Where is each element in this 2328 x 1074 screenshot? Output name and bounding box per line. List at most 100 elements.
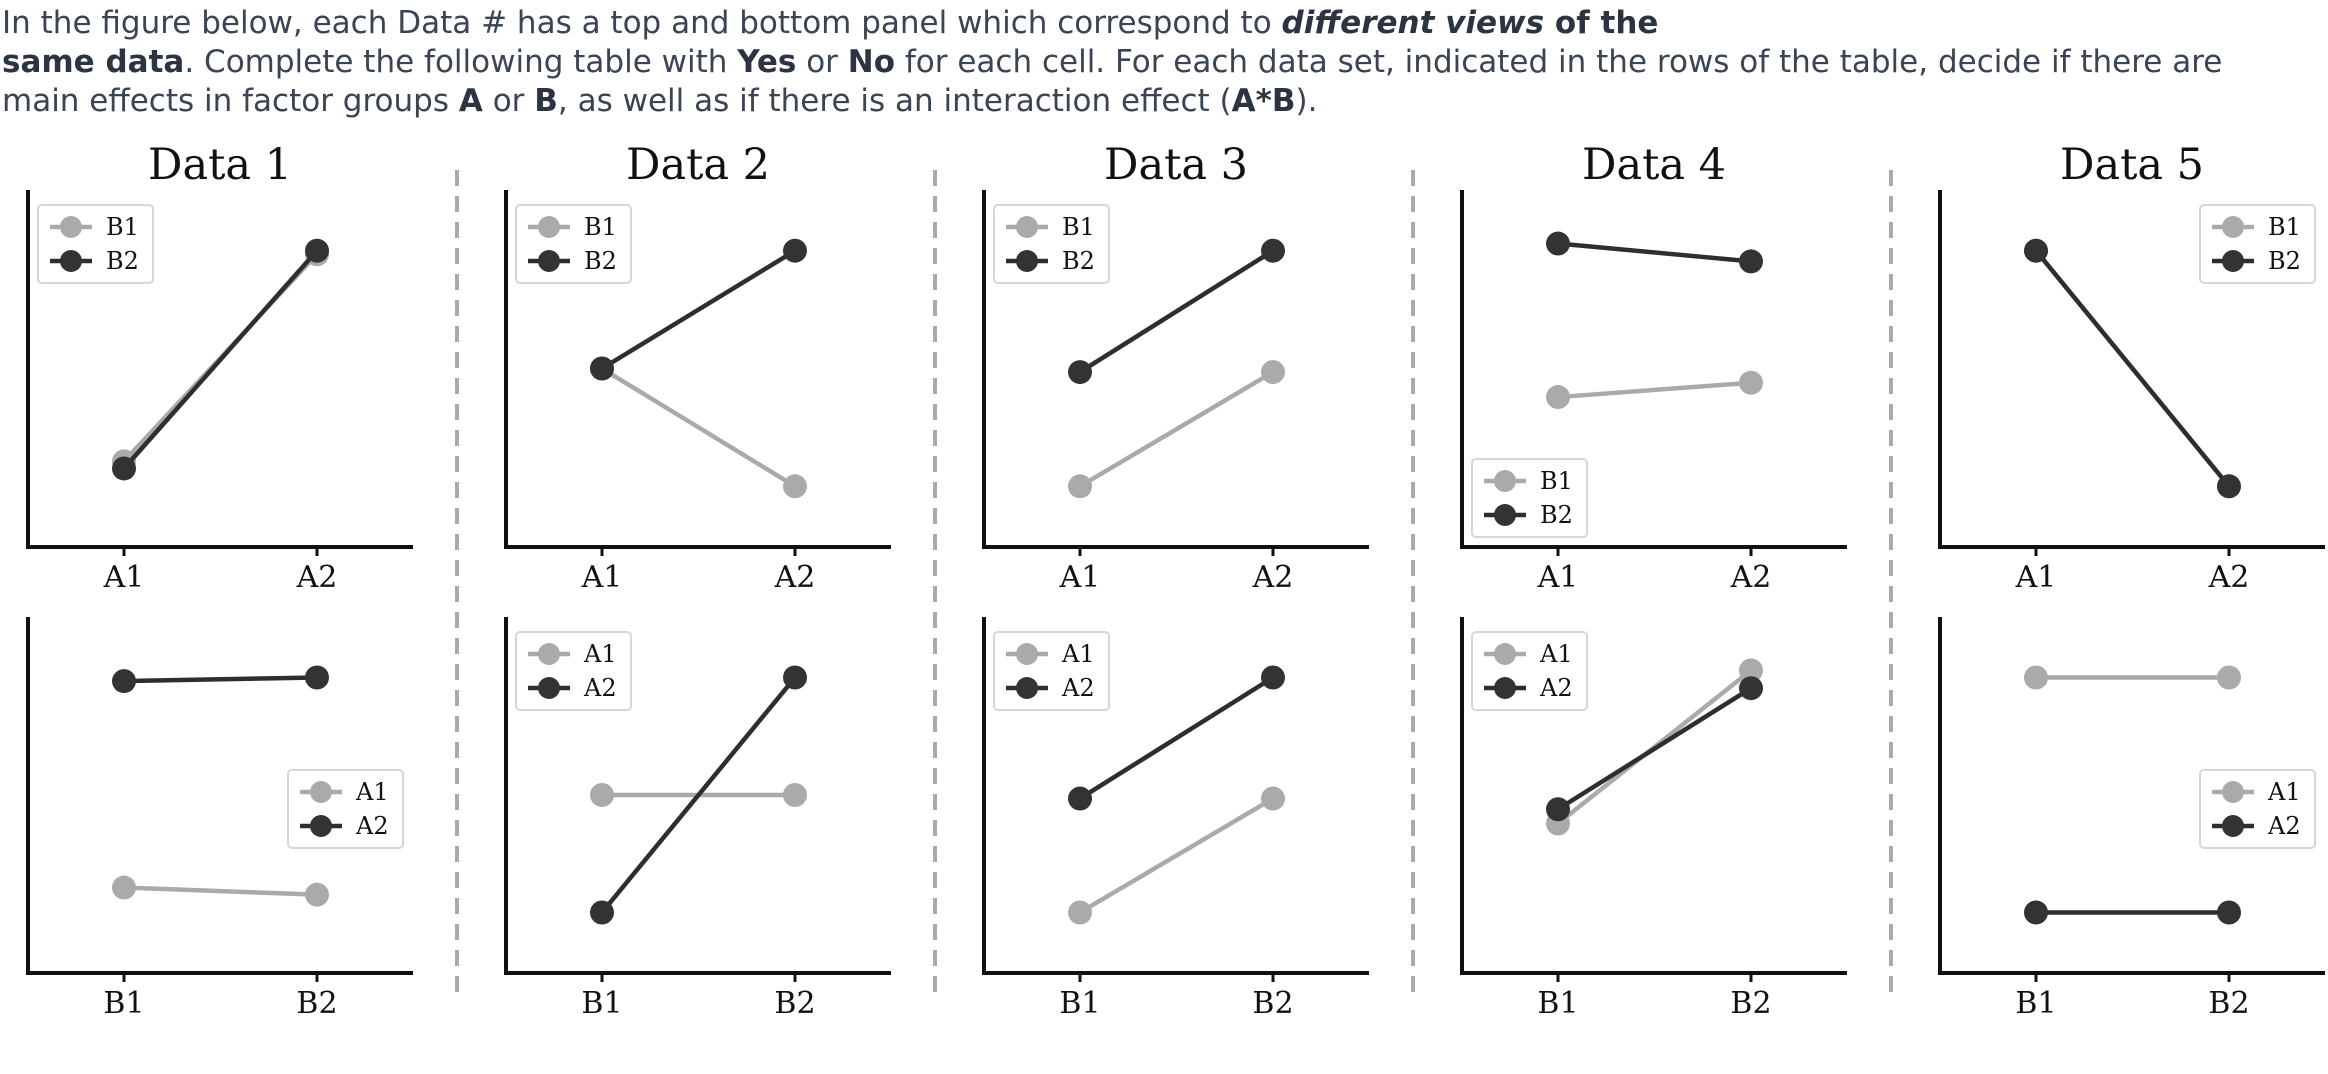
- x-tick-label: B1: [103, 986, 144, 1021]
- instructions-emphasis: of the: [1544, 5, 1659, 41]
- instructions-emphasis: A: [458, 83, 483, 119]
- legend-marker: [1016, 643, 1038, 665]
- series-line: [599, 675, 798, 915]
- legend-marker: [538, 216, 560, 238]
- instructions-emphasis: Yes: [737, 44, 797, 80]
- series-b2: [2024, 238, 2241, 499]
- legend-marker: [1494, 470, 1516, 492]
- x-tick-label: A2: [1730, 560, 1772, 595]
- axis-lines: [26, 190, 413, 549]
- legend-label: A1: [355, 778, 389, 806]
- data-point: [2024, 900, 2048, 925]
- data-point: [112, 875, 136, 900]
- chart-title: Data 3: [1104, 140, 1248, 190]
- x-tick-label: B1: [1059, 986, 1100, 1021]
- series-b1: [590, 356, 807, 499]
- x-tick-label: B1: [2015, 986, 2056, 1021]
- data-point: [2217, 900, 2241, 925]
- series-a1: [2024, 665, 2241, 690]
- legend-marker: [1016, 250, 1038, 272]
- axis-lines: [504, 617, 891, 975]
- instructions-emphasis: No: [847, 44, 896, 80]
- x-tick-label: B2: [774, 986, 815, 1021]
- x-tick-label: A2: [1252, 560, 1294, 595]
- axis-lines: [982, 617, 1369, 975]
- x-tick-label: A1: [1059, 560, 1101, 595]
- legend-marker: [1494, 677, 1516, 699]
- data-point: [305, 882, 329, 907]
- series-a1: [1068, 786, 1285, 925]
- x-tick-label: A2: [296, 560, 338, 595]
- data-point: [783, 665, 807, 690]
- data-point: [1739, 370, 1763, 395]
- data-point: [590, 900, 614, 925]
- series-line: [121, 675, 320, 684]
- series-line: [599, 366, 798, 489]
- legend-marker: [1016, 677, 1038, 699]
- series-b1: [1068, 360, 1285, 499]
- legend-label: A1: [583, 640, 617, 668]
- data-point: [1068, 474, 1092, 499]
- legend-marker: [538, 677, 560, 699]
- legend-label: A1: [2267, 778, 2301, 806]
- instructions-text: In the figure below, each Data # has a t…: [2, 4, 2302, 121]
- x-tick-label: B1: [1537, 986, 1578, 1021]
- data-point: [783, 238, 807, 263]
- chart-title: Data 2: [626, 140, 770, 190]
- series-b2: [112, 238, 329, 481]
- data-point: [2024, 238, 2048, 263]
- legend-label: B1: [106, 213, 139, 241]
- x-tick-label: B2: [2208, 986, 2249, 1021]
- legend-marker: [310, 815, 332, 837]
- series-line: [599, 248, 798, 371]
- instructions-part: ).: [1295, 83, 1318, 119]
- instructions-part: for each cell. For each data set, indica…: [2, 44, 2223, 119]
- instructions-emphasis: B: [534, 83, 558, 119]
- data-point: [305, 238, 329, 263]
- legend-marker: [310, 781, 332, 803]
- series-a2: [112, 665, 329, 694]
- legend-marker: [1016, 216, 1038, 238]
- data-point: [1068, 900, 1092, 925]
- series-line: [121, 885, 320, 897]
- legend-label: A1: [1061, 640, 1095, 668]
- data-point: [1068, 360, 1092, 385]
- data-point: [1546, 797, 1570, 822]
- legend-label: A2: [1539, 674, 1573, 702]
- data-point: [590, 356, 614, 381]
- chart-title: Data 5: [2060, 140, 2204, 190]
- legend-marker: [60, 216, 82, 238]
- axis-lines: [26, 617, 413, 975]
- data-point: [2024, 665, 2048, 690]
- data-point: [590, 783, 614, 807]
- series-line: [1555, 241, 1754, 264]
- data-point: [1261, 360, 1285, 385]
- legend-label: B1: [584, 213, 617, 241]
- data-point: [1261, 665, 1285, 690]
- x-tick-label: B2: [1730, 986, 1771, 1021]
- instructions-emphasis: same data: [2, 44, 185, 80]
- x-tick-label: B2: [296, 986, 337, 1021]
- legend-label: B1: [2268, 213, 2301, 241]
- series-line: [1555, 380, 1754, 400]
- series-a2: [590, 665, 807, 925]
- series-line: [1077, 369, 1276, 489]
- legend-label: A2: [583, 674, 617, 702]
- series-a1: [112, 875, 329, 907]
- x-tick-label: A2: [774, 560, 816, 595]
